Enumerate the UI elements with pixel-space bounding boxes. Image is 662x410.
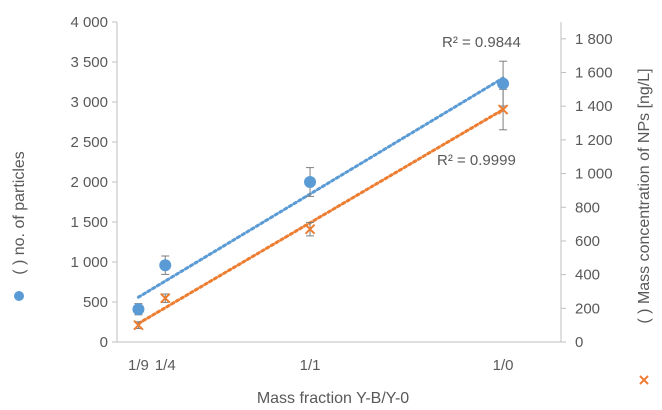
data-point-x [133, 319, 144, 331]
left-axis-title-suffix: ) no. of particles [11, 151, 28, 265]
left-tick-label: 2 000 [70, 174, 108, 191]
right-axis-legend-x-icon [639, 375, 649, 385]
data-point-x [497, 104, 509, 115]
data-point-circle [132, 303, 145, 316]
svg-text:( ) Mass conce: ( ) Mass concentration of NPs [ng/L] [636, 68, 653, 323]
left-tick-label: 0 [100, 334, 108, 351]
left-tick-label: 1 500 [70, 214, 108, 231]
data-point-x [304, 223, 316, 235]
x-tick-label: 1/4 [155, 357, 176, 374]
data-point-circle [159, 259, 172, 272]
data-point-circle [304, 176, 317, 188]
left-axis-title: ( ) no. of particles [11, 151, 28, 275]
right-tick-label: 1 200 [575, 132, 613, 149]
error-bars [134, 60, 508, 330]
right-tick-label: 0 [575, 334, 583, 351]
right-tick-label: 1 000 [575, 166, 613, 183]
right-axis-title: ( ) Mass concentration of NPs [ng/L] [636, 68, 653, 323]
trendline-series-1 [136, 108, 505, 325]
left-axis-legend-circle-icon [14, 291, 24, 301]
x-tick-label: 1/0 [493, 357, 514, 374]
left-tick-label: 4 000 [70, 14, 108, 31]
right-tick-label: 600 [575, 233, 600, 250]
right-tick-label: 800 [575, 199, 600, 216]
left-tick-label: 3 000 [70, 94, 108, 111]
right-tick-label: 1 400 [575, 98, 613, 115]
right-tick-label: 200 [575, 300, 600, 317]
right-axis-title-suffix: ) Mass concentration of NPs [ng/L] [636, 68, 653, 313]
axes: 0 500 1 000 1 500 2 000 2 500 3 000 3 500 4 000 0… [70, 14, 612, 374]
x-tick-label: 1/1 [300, 357, 321, 374]
trendline-series-0 [136, 76, 505, 299]
r2-label-particles: R² = 0.9844 [442, 34, 521, 51]
right-tick-label: 1 800 [575, 31, 613, 48]
left-tick-label: 2 500 [70, 134, 108, 151]
svg-text:( ) no. of par: ( ) no. of particles [11, 151, 28, 275]
r2-label-mass: R² = 0.9999 [437, 152, 516, 169]
data-point-circle [497, 77, 510, 90]
markers [132, 77, 510, 331]
right-tick-label: 1 600 [575, 65, 613, 82]
right-axis-title-prefix: ( [636, 318, 653, 324]
x-tick-label: 1/9 [128, 357, 149, 374]
x-axis-title: Mass fraction Y-B/Y-0 [257, 390, 409, 407]
right-tick-label: 400 [575, 267, 600, 284]
left-axis-title-prefix: ( [11, 269, 28, 275]
data-point-x [160, 293, 171, 304]
trendlines [136, 76, 505, 325]
left-tick-label: 1 000 [70, 254, 108, 271]
left-tick-label: 3 500 [70, 54, 108, 71]
left-tick-label: 500 [83, 294, 108, 311]
